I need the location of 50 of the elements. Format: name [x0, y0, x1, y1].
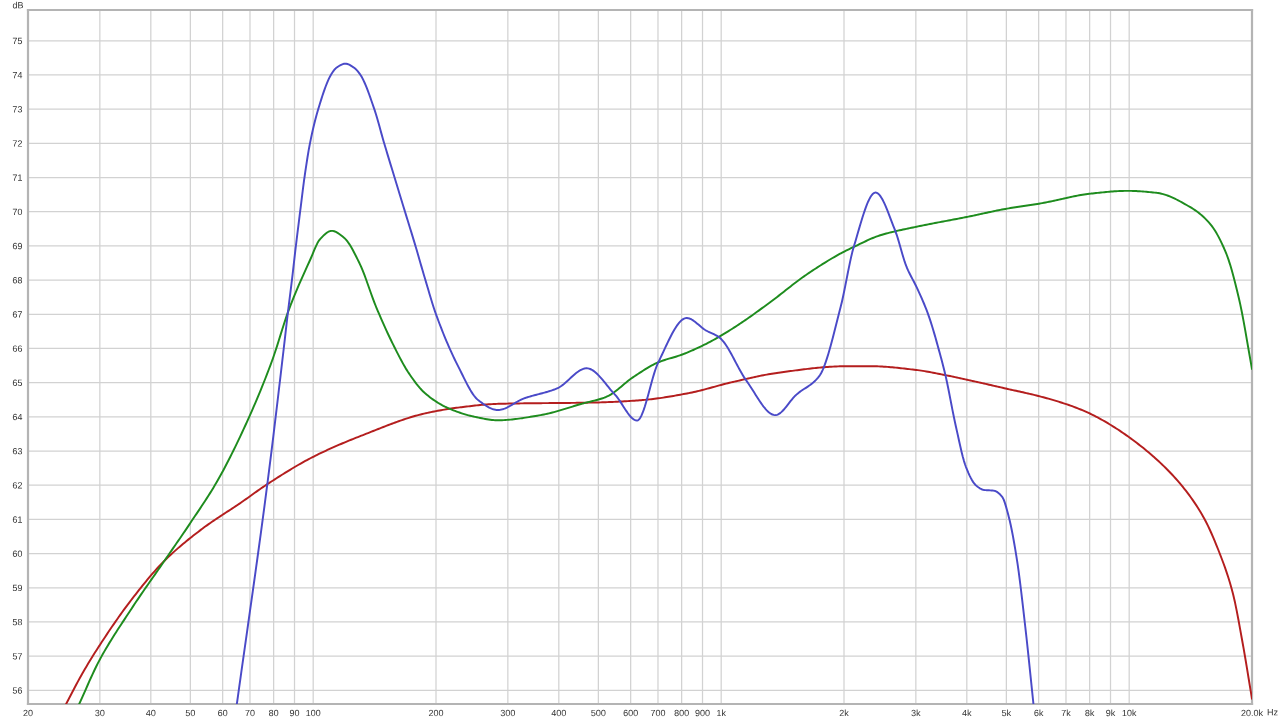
y-tick-label: 75: [12, 37, 23, 45]
x-tick-label: 10k: [1122, 709, 1137, 717]
y-tick-label: 64: [12, 413, 23, 421]
x-axis-title: Hz: [1267, 709, 1278, 716]
y-tick-label: 62: [12, 482, 22, 489]
x-tick-label: 4k: [962, 709, 972, 717]
y-tick-label: 71: [12, 174, 22, 181]
x-tick-label: 20.0k: [1241, 709, 1264, 717]
y-tick-label: 63: [12, 447, 23, 455]
x-tick-label: 80: [269, 709, 279, 717]
x-tick-label: 600: [623, 709, 638, 717]
x-tick-label: 5k: [1001, 709, 1012, 717]
x-tick-label: 3k: [911, 709, 921, 717]
x-tick-label: 2k: [839, 709, 849, 717]
x-tick-label: 6k: [1034, 709, 1044, 717]
x-tick-label: 90: [289, 709, 300, 717]
x-tick-label: 70: [245, 709, 255, 717]
x-tick-label: 300: [500, 709, 516, 717]
x-tick-label: 7k: [1061, 709, 1071, 717]
y-tick-label: 57: [12, 653, 22, 660]
x-tick-label: 1k: [717, 709, 726, 717]
x-tick-label: 500: [591, 709, 606, 717]
y-tick-label: 59: [12, 584, 23, 592]
x-tick-label: 8k: [1085, 709, 1095, 717]
y-tick-label: 66: [12, 345, 23, 352]
x-tick-label: 100: [306, 709, 321, 717]
x-tick-label: 400: [551, 709, 566, 717]
y-axis-title: dB: [12, 1, 24, 9]
x-tick-label: 800: [674, 709, 689, 717]
y-tick-label: 70: [12, 208, 23, 216]
x-tick-label: 50: [185, 709, 196, 717]
x-tick-label: 30: [95, 709, 105, 717]
y-tick-label: 61: [12, 516, 22, 523]
y-tick-label: 65: [12, 379, 23, 386]
y-tick-label: 67: [12, 311, 22, 318]
y-tick-label: 56: [12, 687, 23, 694]
x-tick-label: 9k: [1106, 709, 1116, 717]
y-tick-label: 68: [12, 277, 23, 284]
x-tick-label: 40: [146, 709, 156, 717]
x-tick-label: 200: [428, 709, 444, 717]
y-tick-label: 69: [12, 242, 23, 250]
y-tick-label: 73: [12, 106, 23, 113]
x-tick-label: 20: [23, 709, 33, 717]
y-tick-label: 72: [12, 140, 22, 147]
x-tick-label: 900: [695, 709, 710, 717]
y-tick-label: 60: [12, 550, 23, 557]
y-tick-label: 74: [12, 72, 23, 79]
x-tick-label: 60: [218, 709, 228, 717]
x-tick-label: 700: [650, 709, 666, 717]
y-tick-label: 58: [12, 618, 23, 626]
